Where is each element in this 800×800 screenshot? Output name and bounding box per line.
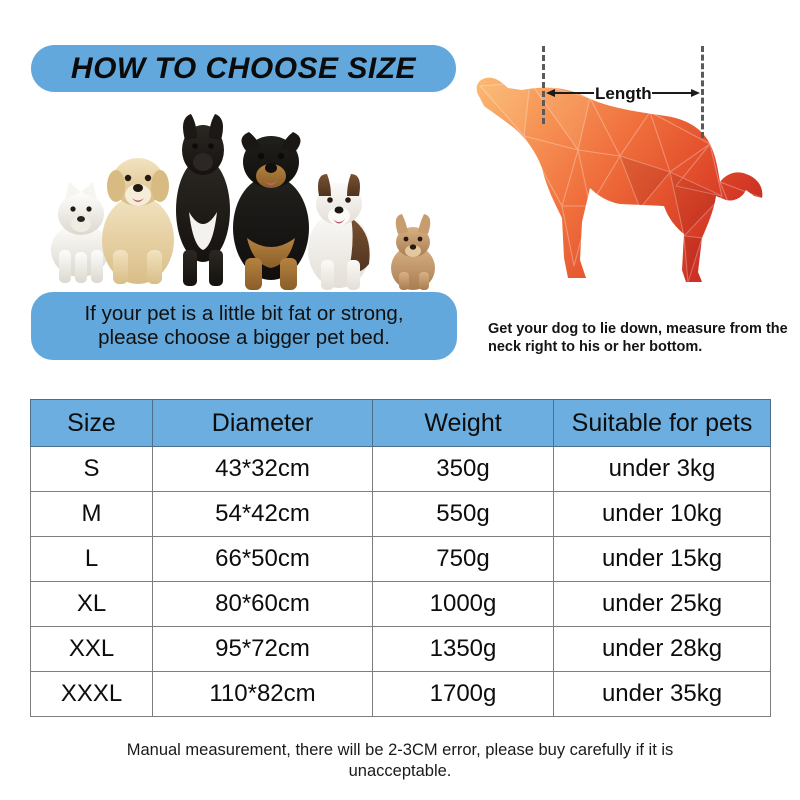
disclaimer-line-2: unacceptable. <box>348 762 452 781</box>
length-label: Length <box>595 84 652 103</box>
disclaimer-note: Manual measurement, there will be 2-3CM … <box>40 740 760 783</box>
column-header-weight: Weight <box>372 399 554 447</box>
cell-pets: under 28kg <box>553 626 771 672</box>
measure-caption-line-1: Get your dog to lie down, measure from t… <box>488 321 788 337</box>
table-row: L 66*50cm 750g under 15kg <box>30 536 771 582</box>
length-guide-right <box>701 46 704 138</box>
note-line-2: please choose a bigger pet bed. <box>98 326 390 349</box>
cell-weight: 1700g <box>372 671 554 717</box>
cell-diameter: 110*82cm <box>152 671 373 717</box>
length-double-arrow <box>546 89 700 97</box>
table-row: XL 80*60cm 1000g under 25kg <box>30 581 771 627</box>
cell-pets: under 10kg <box>553 491 771 537</box>
cell-diameter: 95*72cm <box>152 626 373 672</box>
page-title: HOW TO CHOOSE SIZE <box>70 51 417 85</box>
dog-rottweiler <box>233 132 309 290</box>
column-header-pets: Suitable for pets <box>553 399 771 447</box>
measure-caption-line-2: neck right to his or her bottom. <box>488 339 703 356</box>
cell-diameter: 43*32cm <box>152 446 373 492</box>
polygon-dog-illustration <box>476 77 763 282</box>
cell-diameter: 66*50cm <box>152 536 373 582</box>
cell-size: L <box>30 536 153 582</box>
table-header-row: Size Diameter Weight Suitable for pets <box>30 399 771 447</box>
column-header-diameter: Diameter <box>152 399 373 447</box>
table-row: XXXL 110*82cm 1700g under 35kg <box>30 671 771 717</box>
measure-instruction-caption: Get your dog to lie down, measure from t… <box>488 320 788 356</box>
dog-great-dane <box>176 114 230 286</box>
size-chart-head: Size Diameter Weight Suitable for pets <box>30 399 771 447</box>
dog-golden-retriever <box>102 158 174 284</box>
dogs-lineup-illustration <box>51 114 435 290</box>
cell-weight: 750g <box>372 536 554 582</box>
cell-weight: 1350g <box>372 626 554 672</box>
cell-weight: 1000g <box>372 581 554 627</box>
cell-size: S <box>30 446 153 492</box>
cell-size: XL <box>30 581 153 627</box>
length-guide-left <box>542 46 545 124</box>
cell-size: M <box>30 491 153 537</box>
cell-diameter: 54*42cm <box>152 491 373 537</box>
dog-border-collie <box>308 174 370 290</box>
cell-size: XXL <box>30 626 153 672</box>
cell-pets: under 25kg <box>553 581 771 627</box>
cell-weight: 550g <box>372 491 554 537</box>
length-measurement-diagram: Length <box>470 46 795 316</box>
table-row: M 54*42cm 550g under 10kg <box>30 491 771 537</box>
cell-pets: under 15kg <box>553 536 771 582</box>
cell-pets: under 3kg <box>553 446 771 492</box>
dog-chihuahua <box>391 214 435 290</box>
cell-weight: 350g <box>372 446 554 492</box>
cell-size: XXXL <box>30 671 153 717</box>
dogs-lineup-photo <box>33 100 463 300</box>
column-header-size: Size <box>30 399 153 447</box>
cell-pets: under 35kg <box>553 671 771 717</box>
fat-pet-note-box: If your pet is a little bit fat or stron… <box>31 292 457 360</box>
note-line-1: If your pet is a little bit fat or stron… <box>84 301 404 325</box>
size-chart-table: Size Diameter Weight Suitable for pets S… <box>30 399 771 717</box>
table-row: XXL 95*72cm 1350g under 28kg <box>30 626 771 672</box>
dog-westie <box>51 182 109 283</box>
table-row: S 43*32cm 350g under 3kg <box>30 446 771 492</box>
page-title-pill: HOW TO CHOOSE SIZE <box>31 45 456 92</box>
disclaimer-line-1: Manual measurement, there will be 2-3CM … <box>126 741 674 759</box>
size-chart-body: S 43*32cm 350g under 3kg M 54*42cm 550g … <box>30 446 771 717</box>
cell-diameter: 80*60cm <box>152 581 373 627</box>
